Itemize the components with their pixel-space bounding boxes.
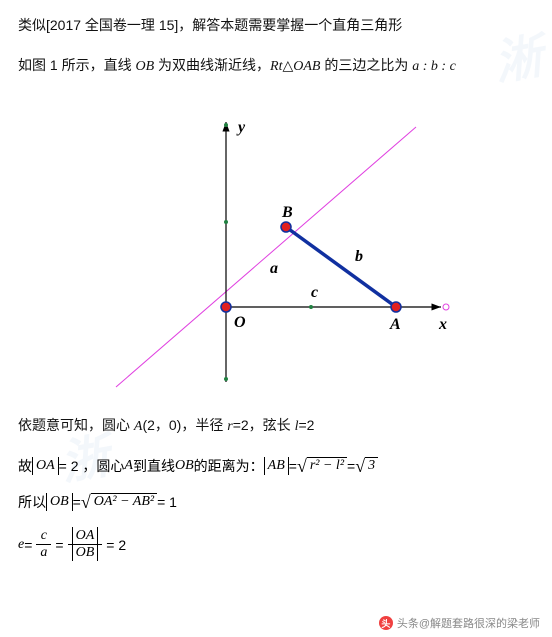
text: 到直线 <box>133 456 175 476</box>
svg-text:B: B <box>281 204 293 221</box>
text: 为双曲线渐近线， <box>154 57 270 73</box>
abs-AB: AB <box>264 457 289 475</box>
svg-text:y: y <box>236 119 246 136</box>
attribution-text: 头条@解题套路很深的梁老师 <box>397 615 540 631</box>
var-OB: OB <box>175 458 194 474</box>
attribution-footer: 头 头条@解题套路很深的梁老师 <box>379 615 540 631</box>
frac-c-a: ca <box>36 528 51 561</box>
var-Rt: Rt <box>270 59 282 74</box>
equals: = <box>289 458 297 474</box>
svg-text:c: c <box>311 284 318 301</box>
text: 依题意可知，圆心 <box>18 417 134 433</box>
triangle-symbol: △ <box>282 57 293 73</box>
abs-OB: OB <box>46 493 73 511</box>
svg-text:b: b <box>355 248 363 265</box>
para-6-eccentricity: e = ca = OAOB = 2 <box>18 528 534 561</box>
geometry-diagram: y x O A Ba b c <box>96 97 456 397</box>
equals: = <box>24 537 32 553</box>
toutiao-icon: 头 <box>379 616 393 630</box>
var-OAB: OAB <box>293 59 320 74</box>
para-1: 类似[2017 全国卷一理 15]，解答本题需要掌握一个直角三角形 <box>18 14 534 36</box>
text: = 1 <box>157 494 177 510</box>
frac-OA-OB: OAOB <box>68 528 103 561</box>
svg-text:O: O <box>234 314 246 331</box>
text: 如图 1 所示，直线 <box>18 57 135 73</box>
content-body: 类似[2017 全国卷一理 15]，解答本题需要掌握一个直角三角形 如图 1 所… <box>0 0 552 591</box>
var-A: A <box>124 458 133 474</box>
var-OB: OB <box>135 59 154 74</box>
text: 所以 <box>18 492 46 512</box>
text: 故 <box>18 456 32 476</box>
equals: = <box>347 458 355 474</box>
text: = 2 ，圆心 <box>59 456 125 476</box>
equals: = <box>55 537 63 553</box>
text: 的三边之比为 <box>320 57 412 73</box>
text: (2，0)，半径 <box>142 417 227 433</box>
equals: = <box>73 494 81 510</box>
diagram-container: y x O A Ba b c <box>18 97 534 402</box>
text: = 2 <box>106 537 126 553</box>
text: 的距离为： <box>194 456 264 476</box>
svg-text:A: A <box>389 316 401 333</box>
sqrt-r2l2: √r² − l² <box>297 457 347 475</box>
sqrt-OA2AB2: √OA² − AB² <box>81 493 157 511</box>
para-2: 如图 1 所示，直线 OB 为双曲线渐近线，Rt△OAB 的三边之比为 a : … <box>18 54 534 78</box>
svg-text:a: a <box>270 260 278 277</box>
para-5: 所以 OB = √OA² − AB² = 1 <box>18 492 534 512</box>
para-3: 依题意可知，圆心 A(2，0)，半径 r=2，弦长 l=2 <box>18 414 534 438</box>
text: =2 <box>298 417 314 433</box>
sqrt-3: √3 <box>355 457 378 475</box>
svg-text:x: x <box>438 316 447 333</box>
abs-OA: OA <box>32 457 59 475</box>
text: =2，弦长 <box>233 417 295 433</box>
ratio-abc: a : b : c <box>412 59 456 74</box>
para-4: 故 OA = 2 ，圆心 A 到直线 OB 的距离为： AB = √r² − l… <box>18 456 534 476</box>
